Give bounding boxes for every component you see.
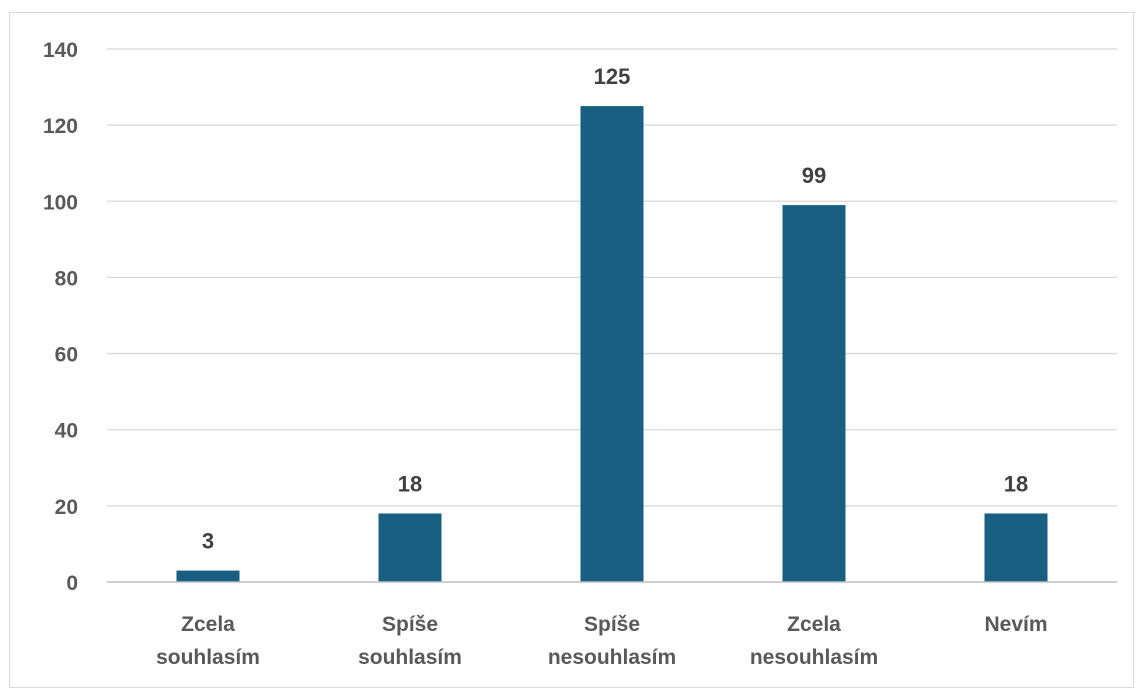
bar-4 bbox=[984, 513, 1048, 582]
bar-3 bbox=[782, 205, 846, 583]
y-tick-label: 80 bbox=[55, 267, 78, 290]
y-tick-label: 20 bbox=[55, 496, 78, 519]
y-tick-label: 140 bbox=[43, 39, 78, 62]
data-label-3: 99 bbox=[802, 163, 826, 188]
x-tick-label-3: Zcela nesouhlasím bbox=[750, 613, 878, 669]
x-axis-category-labels: Zcela souhlasím Spíše souhlasím Spíše nesouhl… bbox=[156, 613, 1047, 669]
data-labels: 3 18 125 99 18 bbox=[202, 64, 1028, 553]
data-label-1: 18 bbox=[398, 471, 422, 496]
bar-0 bbox=[176, 570, 240, 582]
data-label-0: 3 bbox=[202, 529, 214, 554]
y-tick-label: 100 bbox=[43, 191, 78, 214]
x-tick-label-2: Spíše nesouhlasím bbox=[548, 613, 676, 669]
bar-2 bbox=[580, 106, 644, 582]
y-tick-label: 40 bbox=[55, 420, 78, 443]
x-tick-label-4: Nevím bbox=[984, 613, 1047, 636]
y-tick-label: 60 bbox=[55, 344, 78, 367]
x-tick-label-0: Zcela souhlasím bbox=[156, 613, 260, 669]
x-tick-label-1: Spíše souhlasím bbox=[358, 613, 462, 669]
y-tick-label: 0 bbox=[66, 572, 78, 595]
bar-1 bbox=[378, 513, 442, 582]
data-label-4: 18 bbox=[1004, 471, 1028, 496]
bars bbox=[176, 106, 1048, 583]
y-tick-label: 120 bbox=[43, 115, 78, 138]
data-label-2: 125 bbox=[594, 64, 631, 89]
y-axis-tick-labels: 0 20 40 60 80 100 120 140 bbox=[43, 39, 78, 595]
